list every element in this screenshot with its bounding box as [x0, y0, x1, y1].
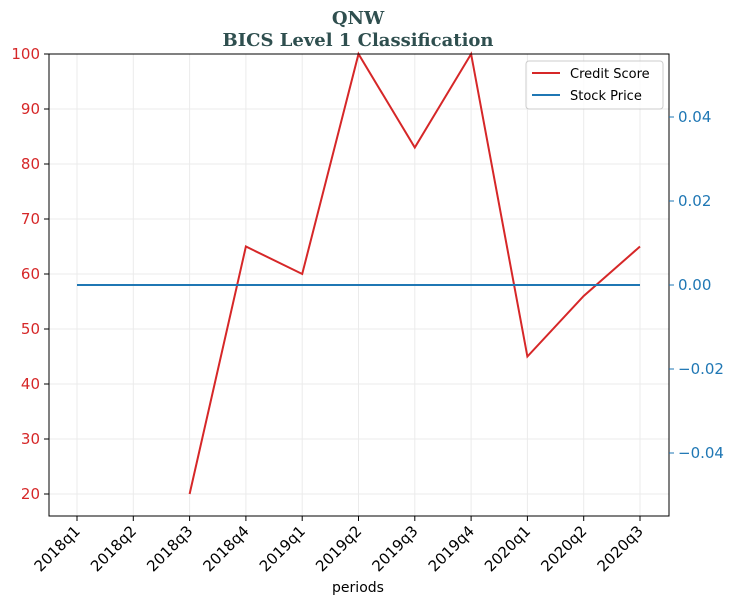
y-right-tick-label: 0.04 — [678, 108, 711, 126]
chart-subtitle: BICS Level 1 Classification — [222, 30, 493, 51]
y-right-tick-label: 0.00 — [678, 276, 711, 294]
series-layer — [77, 51, 641, 495]
y-left-tick-label: 30 — [21, 430, 40, 448]
series-credit-score-line — [188, 51, 641, 495]
y-left-tick-label: 80 — [21, 155, 40, 173]
y-right-axis: −0.04 −0.02 0.00 0.02 0.04 — [669, 108, 724, 462]
x-tick-label: 2018q4 — [200, 522, 253, 575]
y-left-tick-label: 70 — [21, 210, 40, 228]
y-left-axis: 20 30 40 50 60 70 80 90 100 — [11, 45, 49, 503]
x-tick-label: 2019q4 — [425, 522, 478, 575]
x-tick-label: 2019q3 — [368, 522, 421, 575]
legend-label: Credit Score — [570, 67, 650, 82]
legend-box — [525, 60, 664, 110]
x-tick-label: 2020q1 — [481, 522, 534, 575]
x-tick-label: 2018q2 — [87, 522, 140, 575]
y-left-tick-label: 90 — [21, 100, 40, 118]
chart-title: QNW — [332, 8, 385, 29]
y-left-tick-label: 40 — [21, 375, 40, 393]
y-left-tick-label: 100 — [11, 45, 40, 63]
x-axis-label: periods — [332, 580, 384, 596]
legend-label: Stock Price — [570, 89, 642, 104]
legend: Credit Score Stock Price — [525, 60, 664, 110]
x-axis: 2018q1 2018q2 2018q3 2018q4 2019q1 2019q2 2019… — [31, 516, 647, 575]
x-tick-label: 2018q1 — [31, 522, 84, 575]
y-left-tick-label: 20 — [21, 485, 40, 503]
y-left-tick-label: 50 — [21, 320, 40, 338]
y-left-tick-label: 60 — [21, 265, 40, 283]
y-right-tick-label: 0.02 — [678, 192, 711, 210]
x-tick-label: 2019q1 — [256, 522, 309, 575]
x-tick-label: 2020q3 — [594, 522, 647, 575]
grid — [49, 53, 669, 516]
x-tick-label: 2018q3 — [143, 522, 196, 575]
y-right-tick-label: −0.04 — [678, 444, 724, 462]
x-tick-label: 2019q2 — [312, 522, 365, 575]
y-right-tick-label: −0.02 — [678, 360, 724, 378]
x-tick-label: 2020q2 — [537, 522, 590, 575]
